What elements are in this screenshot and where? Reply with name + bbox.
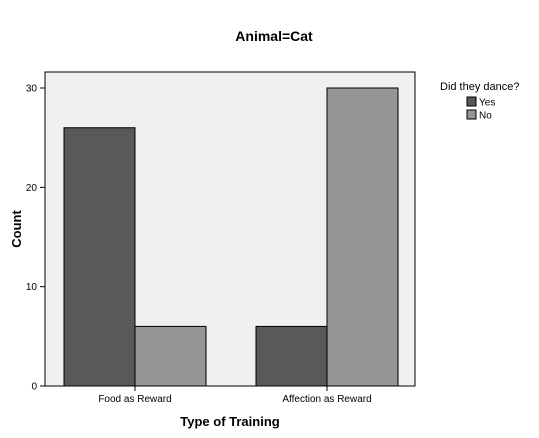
x-axis-title: Type of Training [180,414,279,429]
bar-yes-2 [255,325,328,387]
bar-no-2 [326,87,399,387]
bar-yes-1 [63,127,136,387]
x-tick-label: Affection as Reward [282,394,371,405]
legend: Yes No [466,96,495,122]
legend-title: Did they dance? [440,81,520,93]
y-tick-label: 0 [31,382,37,393]
chart-title: Animal=Cat [235,28,313,44]
bars-group [63,87,399,387]
y-axis-title: Count [9,210,24,248]
y-tick-label: 10 [26,282,38,293]
y-tick-label: 20 [26,183,38,194]
y-tick-label: 30 [26,84,38,95]
bar-no-1 [134,325,207,387]
y-axis-ticks: 0 10 20 30 [26,84,45,393]
legend-label-yes: Yes [479,98,495,109]
legend-swatch-no [466,109,477,120]
legend-swatch-yes [466,96,477,107]
legend-label-no: No [479,111,492,122]
x-tick-label: Food as Reward [98,394,171,405]
x-axis-ticks: Food as Reward Affection as Reward [98,386,372,405]
